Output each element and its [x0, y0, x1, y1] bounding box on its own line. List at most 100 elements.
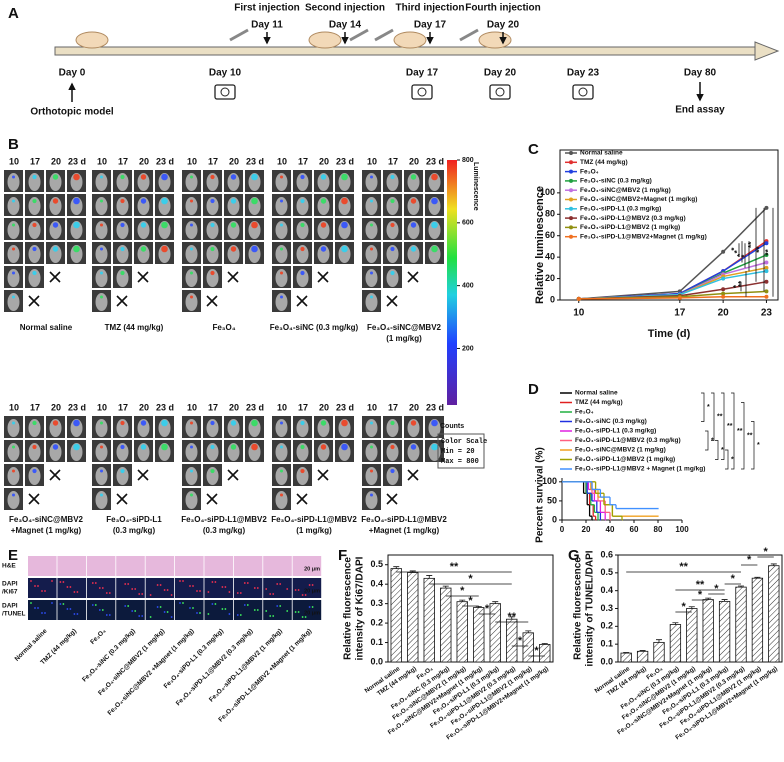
histology-image [86, 578, 116, 598]
stain-dot [108, 592, 111, 594]
stain-dot [214, 603, 217, 605]
camera [411, 84, 433, 100]
stain-dot [170, 594, 173, 596]
point [764, 294, 769, 299]
mouse-body [365, 269, 378, 287]
stain-dot [69, 608, 72, 610]
signal [431, 419, 438, 427]
signal [370, 445, 373, 449]
stain-dot [51, 580, 53, 582]
mouse-body [227, 173, 240, 191]
signal [12, 295, 15, 299]
signal [140, 222, 147, 228]
stain-dot [243, 604, 246, 606]
histology-image [28, 556, 57, 576]
sig-label: ** [764, 248, 773, 255]
sig-label: * [485, 603, 490, 615]
signal [120, 270, 125, 276]
stain-dot [228, 613, 231, 615]
signal [230, 420, 237, 426]
signal [341, 245, 348, 253]
bar [539, 644, 551, 663]
injection-day: Day 11 [251, 20, 283, 31]
sig-label: * [757, 442, 760, 449]
legend-label: Fe₃O₄-siPD-L1@MBV2 (1 mg/kg) [575, 456, 675, 463]
mouse-body [185, 245, 198, 263]
dead-mark [317, 469, 329, 481]
dead-mark [227, 271, 239, 283]
day-header: 20 [51, 156, 61, 166]
stain-dot [73, 591, 76, 593]
stain-dot [141, 593, 144, 595]
colorbar-tick-label: 800 [462, 157, 474, 164]
mouse-body [7, 419, 20, 437]
stain-dot [149, 616, 152, 618]
mouse-body [95, 293, 108, 311]
signal [320, 174, 327, 180]
day-header: 20 [139, 156, 149, 166]
stain-dot [34, 585, 36, 587]
signal [370, 271, 373, 275]
column-label: Fe₃O₄ [89, 628, 107, 646]
mouse-body [407, 419, 420, 437]
mouse-body [296, 419, 309, 437]
signal [190, 175, 193, 179]
note: Orthotopic model [30, 107, 114, 118]
sig-label: ** [737, 280, 746, 287]
colorbar-title: Luminescence [472, 162, 479, 211]
group-label: (1 mg/kg) [386, 334, 422, 343]
signal [280, 445, 283, 449]
y-tick-label: 0.5 [370, 559, 383, 569]
mouse-body [185, 173, 198, 191]
stain-dot [279, 605, 282, 607]
stain-dot [127, 605, 130, 607]
dead-mark [206, 493, 218, 505]
signal [390, 420, 395, 426]
legend-label: TMZ (44 mg/kg) [575, 399, 623, 406]
sig-bracket [705, 430, 709, 451]
stain-dot [301, 616, 304, 618]
bar [440, 587, 452, 663]
mouse-body [206, 173, 219, 191]
legend-point [569, 169, 573, 174]
stain-dot [98, 609, 101, 611]
injection-label: Second injection [305, 3, 385, 14]
day-header: 20 [319, 402, 329, 412]
sig-label: ** [747, 433, 753, 440]
dead-mark [386, 493, 398, 505]
signal [390, 222, 395, 228]
sig-label: ** [755, 246, 764, 253]
stain-dot [297, 611, 300, 613]
signal [100, 493, 103, 497]
mouse-body [365, 197, 378, 215]
stain-dot [37, 585, 39, 587]
signal [320, 198, 327, 204]
legend-label: Fe₃O₄-siNC (0.3 mg/kg) [575, 418, 647, 425]
mouse-body [386, 245, 399, 263]
imaging-day: Day 0 [59, 68, 86, 79]
signal [431, 221, 438, 229]
stain-dot [94, 604, 97, 606]
injection-day: Day 17 [414, 20, 447, 31]
mouse-body [95, 419, 108, 437]
sig-label: ** [696, 579, 705, 591]
y-tick-label: 0.3 [370, 598, 383, 608]
dead-mark [137, 469, 149, 481]
signal [280, 247, 283, 251]
sig-label: * [747, 554, 752, 566]
mouse-body [296, 269, 309, 287]
signal [100, 223, 103, 227]
histology-image [116, 600, 145, 620]
row-label: H&E [2, 563, 16, 570]
day-header: 10 [9, 156, 19, 166]
mouse-body [95, 443, 108, 461]
histology-image [28, 578, 57, 598]
day-header: 20 [319, 156, 329, 166]
mouse-body [275, 221, 288, 239]
stain-dot [59, 581, 62, 583]
stain-dot [236, 592, 239, 594]
mouse-body [137, 173, 150, 191]
dead-mark [137, 271, 149, 283]
scale-box [437, 433, 485, 469]
